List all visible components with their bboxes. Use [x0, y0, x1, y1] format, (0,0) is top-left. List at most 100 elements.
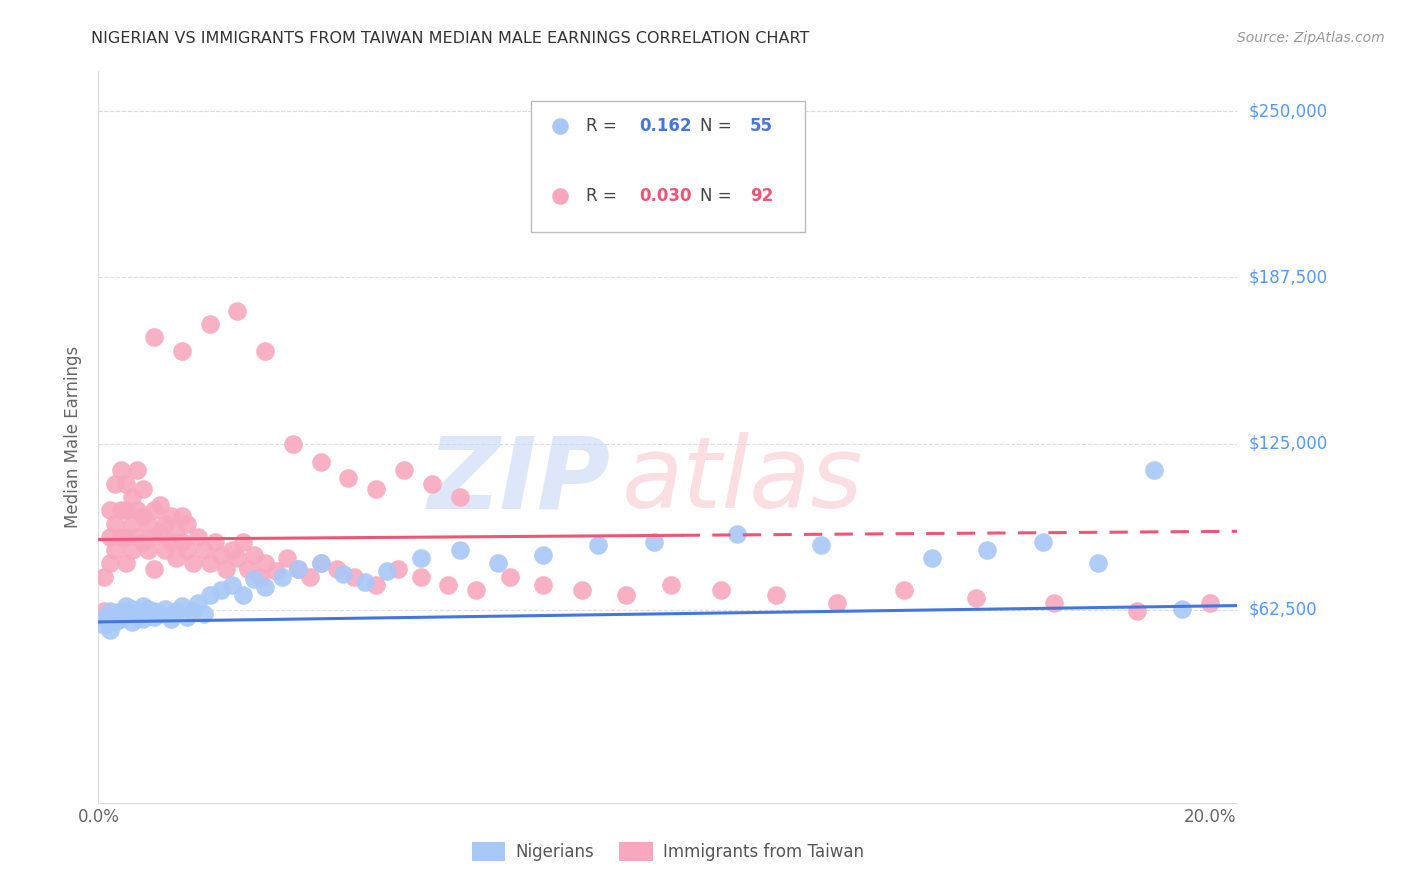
Point — [110, 530, 132, 544]
Point — [153, 543, 176, 558]
Point — [132, 508, 155, 523]
Point — [110, 612, 132, 626]
Point — [148, 498, 170, 512]
Point — [332, 567, 354, 582]
Point — [343, 570, 366, 584]
Point — [115, 476, 138, 491]
Point — [110, 463, 132, 477]
Point — [366, 482, 388, 496]
Point — [1198, 596, 1220, 610]
Point — [104, 476, 127, 491]
Point — [98, 530, 121, 544]
Text: N =: N = — [700, 186, 737, 204]
Point — [132, 612, 155, 626]
Point — [110, 604, 132, 618]
Point — [127, 503, 149, 517]
Text: 92: 92 — [749, 186, 773, 204]
Point — [965, 591, 987, 605]
Point — [104, 516, 127, 531]
Point — [98, 557, 121, 571]
Point — [254, 557, 277, 571]
Text: atlas: atlas — [623, 433, 863, 530]
Point — [309, 557, 332, 571]
Point — [121, 516, 143, 531]
Point — [127, 530, 149, 544]
Point — [93, 609, 115, 624]
Point — [98, 503, 121, 517]
Point — [132, 599, 155, 613]
Point — [148, 524, 170, 539]
Text: Source: ZipAtlas.com: Source: ZipAtlas.com — [1237, 31, 1385, 45]
Point — [170, 508, 193, 523]
Point — [170, 343, 193, 358]
Point — [226, 303, 249, 318]
Point — [437, 577, 460, 591]
Point — [309, 557, 332, 571]
Point — [420, 476, 443, 491]
Point — [143, 604, 166, 618]
Point — [159, 612, 181, 626]
Text: 0.030: 0.030 — [640, 186, 692, 204]
Point — [725, 527, 748, 541]
FancyBboxPatch shape — [531, 101, 804, 232]
Point — [232, 588, 254, 602]
Point — [127, 463, 149, 477]
Point — [1126, 604, 1149, 618]
Point — [409, 551, 432, 566]
Point — [243, 573, 266, 587]
Point — [127, 604, 149, 618]
Point — [498, 570, 520, 584]
Point — [1170, 601, 1192, 615]
Point — [170, 535, 193, 549]
Point — [198, 557, 221, 571]
Point — [138, 516, 160, 531]
Point — [1143, 463, 1166, 477]
Point — [132, 482, 155, 496]
Text: $125,000: $125,000 — [1249, 434, 1327, 453]
Point — [215, 562, 238, 576]
Point — [354, 575, 377, 590]
Point — [264, 565, 287, 579]
Point — [153, 601, 176, 615]
Point — [287, 562, 309, 576]
Text: 0.162: 0.162 — [640, 117, 692, 136]
Point — [249, 570, 271, 584]
Point — [170, 599, 193, 613]
Point — [254, 580, 277, 594]
Point — [588, 538, 610, 552]
Text: $62,500: $62,500 — [1249, 601, 1317, 619]
Point — [1087, 557, 1109, 571]
Point — [893, 582, 915, 597]
Point — [810, 538, 832, 552]
Point — [375, 565, 398, 579]
Point — [153, 516, 176, 531]
Point — [104, 609, 127, 624]
Point — [198, 317, 221, 331]
Point — [486, 557, 509, 571]
Point — [115, 503, 138, 517]
Point — [193, 607, 215, 621]
Point — [115, 607, 138, 621]
Point — [449, 490, 471, 504]
Point — [115, 557, 138, 571]
Text: R =: R = — [586, 117, 621, 136]
Point — [614, 588, 637, 602]
Point — [270, 570, 292, 584]
Point — [243, 549, 266, 563]
Point — [143, 609, 166, 624]
Text: 55: 55 — [749, 117, 773, 136]
Point — [710, 582, 733, 597]
Point — [326, 562, 349, 576]
Text: $187,500: $187,500 — [1249, 268, 1327, 286]
Point — [176, 516, 198, 531]
Point — [138, 543, 160, 558]
Point — [1043, 596, 1066, 610]
Text: ZIP: ZIP — [427, 433, 612, 530]
Text: NIGERIAN VS IMMIGRANTS FROM TAIWAN MEDIAN MALE EARNINGS CORRELATION CHART: NIGERIAN VS IMMIGRANTS FROM TAIWAN MEDIA… — [91, 31, 810, 46]
Point — [449, 543, 471, 558]
Point — [209, 549, 232, 563]
Point — [765, 588, 787, 602]
Point — [98, 623, 121, 637]
Point — [298, 570, 321, 584]
Point — [143, 530, 166, 544]
